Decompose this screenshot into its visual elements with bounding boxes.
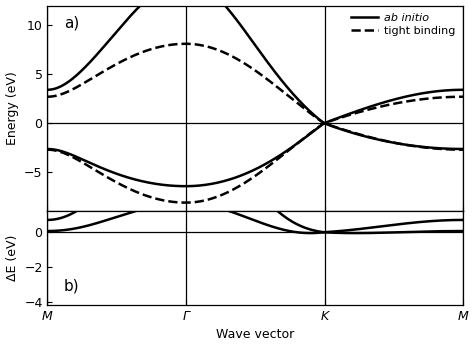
tight binding — [460, 95, 466, 99]
ab initio — [270, 68, 276, 72]
tight binding — [183, 42, 189, 46]
ab initio — [452, 88, 457, 92]
ab initio — [45, 88, 50, 92]
ab initio — [387, 99, 392, 103]
ab initio — [321, 121, 327, 125]
X-axis label: Wave vector: Wave vector — [216, 329, 294, 341]
tight binding — [321, 121, 327, 125]
tight binding — [243, 62, 248, 66]
tight binding — [293, 100, 299, 104]
Text: b): b) — [64, 279, 80, 294]
Line: ab initio: ab initio — [47, 0, 463, 123]
Text: a): a) — [64, 16, 79, 31]
ab initio — [246, 33, 251, 37]
ab initio — [243, 30, 248, 34]
tight binding — [270, 82, 276, 86]
Y-axis label: ΔE (eV): ΔE (eV) — [6, 235, 18, 281]
tight binding — [387, 102, 392, 107]
ab initio — [293, 95, 299, 99]
Y-axis label: Energy (eV): Energy (eV) — [6, 71, 18, 145]
tight binding — [45, 95, 50, 99]
ab initio — [460, 88, 466, 92]
Line: tight binding: tight binding — [47, 44, 463, 123]
tight binding — [246, 64, 251, 68]
tight binding — [452, 95, 457, 99]
Legend: ab initio, tight binding: ab initio, tight binding — [348, 11, 457, 38]
